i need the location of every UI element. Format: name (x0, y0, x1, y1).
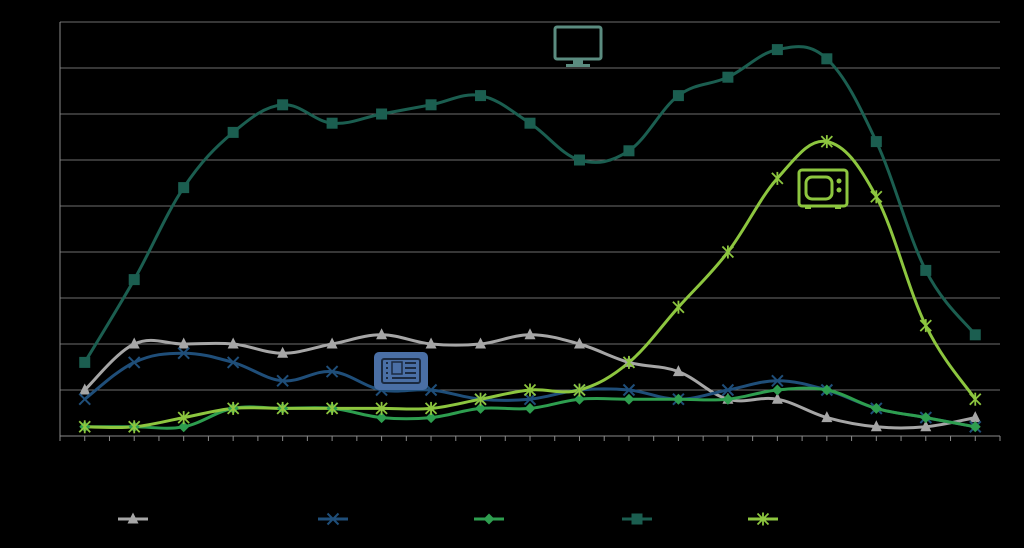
data-point-3-1 (128, 274, 140, 286)
data-point-3-13 (722, 71, 734, 83)
data-point-3-11 (623, 145, 635, 157)
data-point-1-11 (622, 383, 636, 397)
data-point-0-0 (79, 383, 91, 395)
data-point-4-15 (820, 135, 833, 149)
data-point-2-15 (821, 384, 833, 396)
data-point-3-0 (79, 356, 91, 368)
data-point-0-16 (870, 420, 882, 432)
legend-entry-3 (622, 513, 652, 525)
data-point-4-8 (474, 392, 487, 406)
data-point-2-12 (672, 393, 684, 405)
data-point-3-18 (969, 329, 981, 341)
data-point-2-6 (376, 412, 388, 424)
data-point-1-13 (721, 383, 735, 397)
data-point-0-14 (771, 392, 783, 404)
legend-entry-4 (748, 512, 778, 526)
data-point-0-7 (425, 337, 437, 349)
data-point-4-4 (276, 401, 289, 415)
data-point-2-7 (425, 412, 437, 424)
series-line-4 (84, 139, 977, 430)
data-point-4-9 (523, 383, 537, 397)
data-point-0-10 (573, 337, 585, 349)
data-point-1-2 (177, 346, 190, 360)
data-point-1-0 (78, 392, 91, 406)
data-point-3-5 (326, 117, 338, 129)
data-point-2-17 (920, 412, 932, 424)
data-point-4-0 (78, 420, 91, 434)
data-point-0-17 (920, 420, 932, 432)
data-point-2-18 (969, 421, 981, 433)
data-point-2-8 (475, 402, 487, 414)
data-point-2-10 (573, 393, 585, 405)
data-point-1-5 (325, 365, 339, 378)
data-point-4-16 (870, 190, 883, 204)
data-point-1-1 (128, 356, 141, 369)
data-point-3-16 (870, 136, 882, 148)
data-point-3-10 (573, 154, 585, 166)
monitor-icon (553, 25, 603, 67)
data-point-2-2 (178, 421, 190, 433)
data-point-1-9 (523, 392, 537, 406)
data-point-4-12 (672, 300, 685, 314)
data-point-4-17 (919, 319, 932, 333)
data-point-1-14 (771, 374, 784, 388)
data-point-0-12 (672, 365, 684, 377)
data-point-0-15 (821, 411, 833, 423)
data-point-3-14 (771, 44, 783, 56)
legend-entry-0 (118, 512, 148, 524)
legend-entry-2 (474, 513, 504, 525)
data-point-4-6 (375, 401, 388, 415)
data-point-4-13 (721, 245, 735, 259)
data-point-0-9 (524, 328, 536, 340)
data-point-4-3 (227, 401, 240, 415)
data-point-0-1 (128, 337, 140, 349)
data-point-0-8 (475, 337, 487, 349)
data-point-4-11 (622, 355, 636, 369)
data-point-3-8 (475, 90, 487, 102)
data-point-0-5 (326, 337, 338, 349)
data-point-2-16 (870, 402, 882, 414)
data-point-1-3 (226, 356, 240, 369)
data-point-3-12 (672, 90, 684, 102)
data-point-4-7 (424, 401, 438, 415)
data-point-4-1 (128, 420, 141, 434)
data-point-4-14 (771, 171, 784, 185)
data-point-4-18 (969, 392, 982, 406)
series-markers (78, 44, 982, 434)
tv-icon (797, 168, 849, 209)
data-point-3-15 (821, 53, 833, 65)
data-point-2-14 (771, 384, 783, 396)
legend (118, 512, 778, 526)
data-point-4-5 (325, 401, 339, 415)
data-point-0-6 (376, 328, 388, 340)
data-point-3-17 (920, 264, 932, 276)
data-point-4-2 (177, 411, 190, 425)
axes (59, 22, 1001, 441)
data-point-2-9 (524, 402, 536, 414)
tablet-icon (374, 352, 428, 390)
data-point-2-11 (623, 393, 635, 405)
series-line-3 (83, 45, 977, 364)
data-point-0-3 (227, 337, 239, 349)
data-point-0-18 (969, 411, 981, 423)
data-point-3-4 (277, 99, 289, 111)
data-point-3-7 (425, 99, 437, 111)
data-point-3-9 (524, 117, 536, 129)
legend-entry-1 (318, 512, 348, 526)
data-point-3-6 (376, 108, 388, 120)
data-point-2-13 (722, 393, 734, 405)
data-point-3-3 (227, 126, 239, 138)
data-point-0-4 (277, 346, 289, 358)
data-point-4-10 (573, 383, 586, 397)
data-point-1-4 (276, 374, 289, 388)
data-point-3-2 (178, 182, 190, 194)
data-point-0-2 (178, 337, 190, 349)
